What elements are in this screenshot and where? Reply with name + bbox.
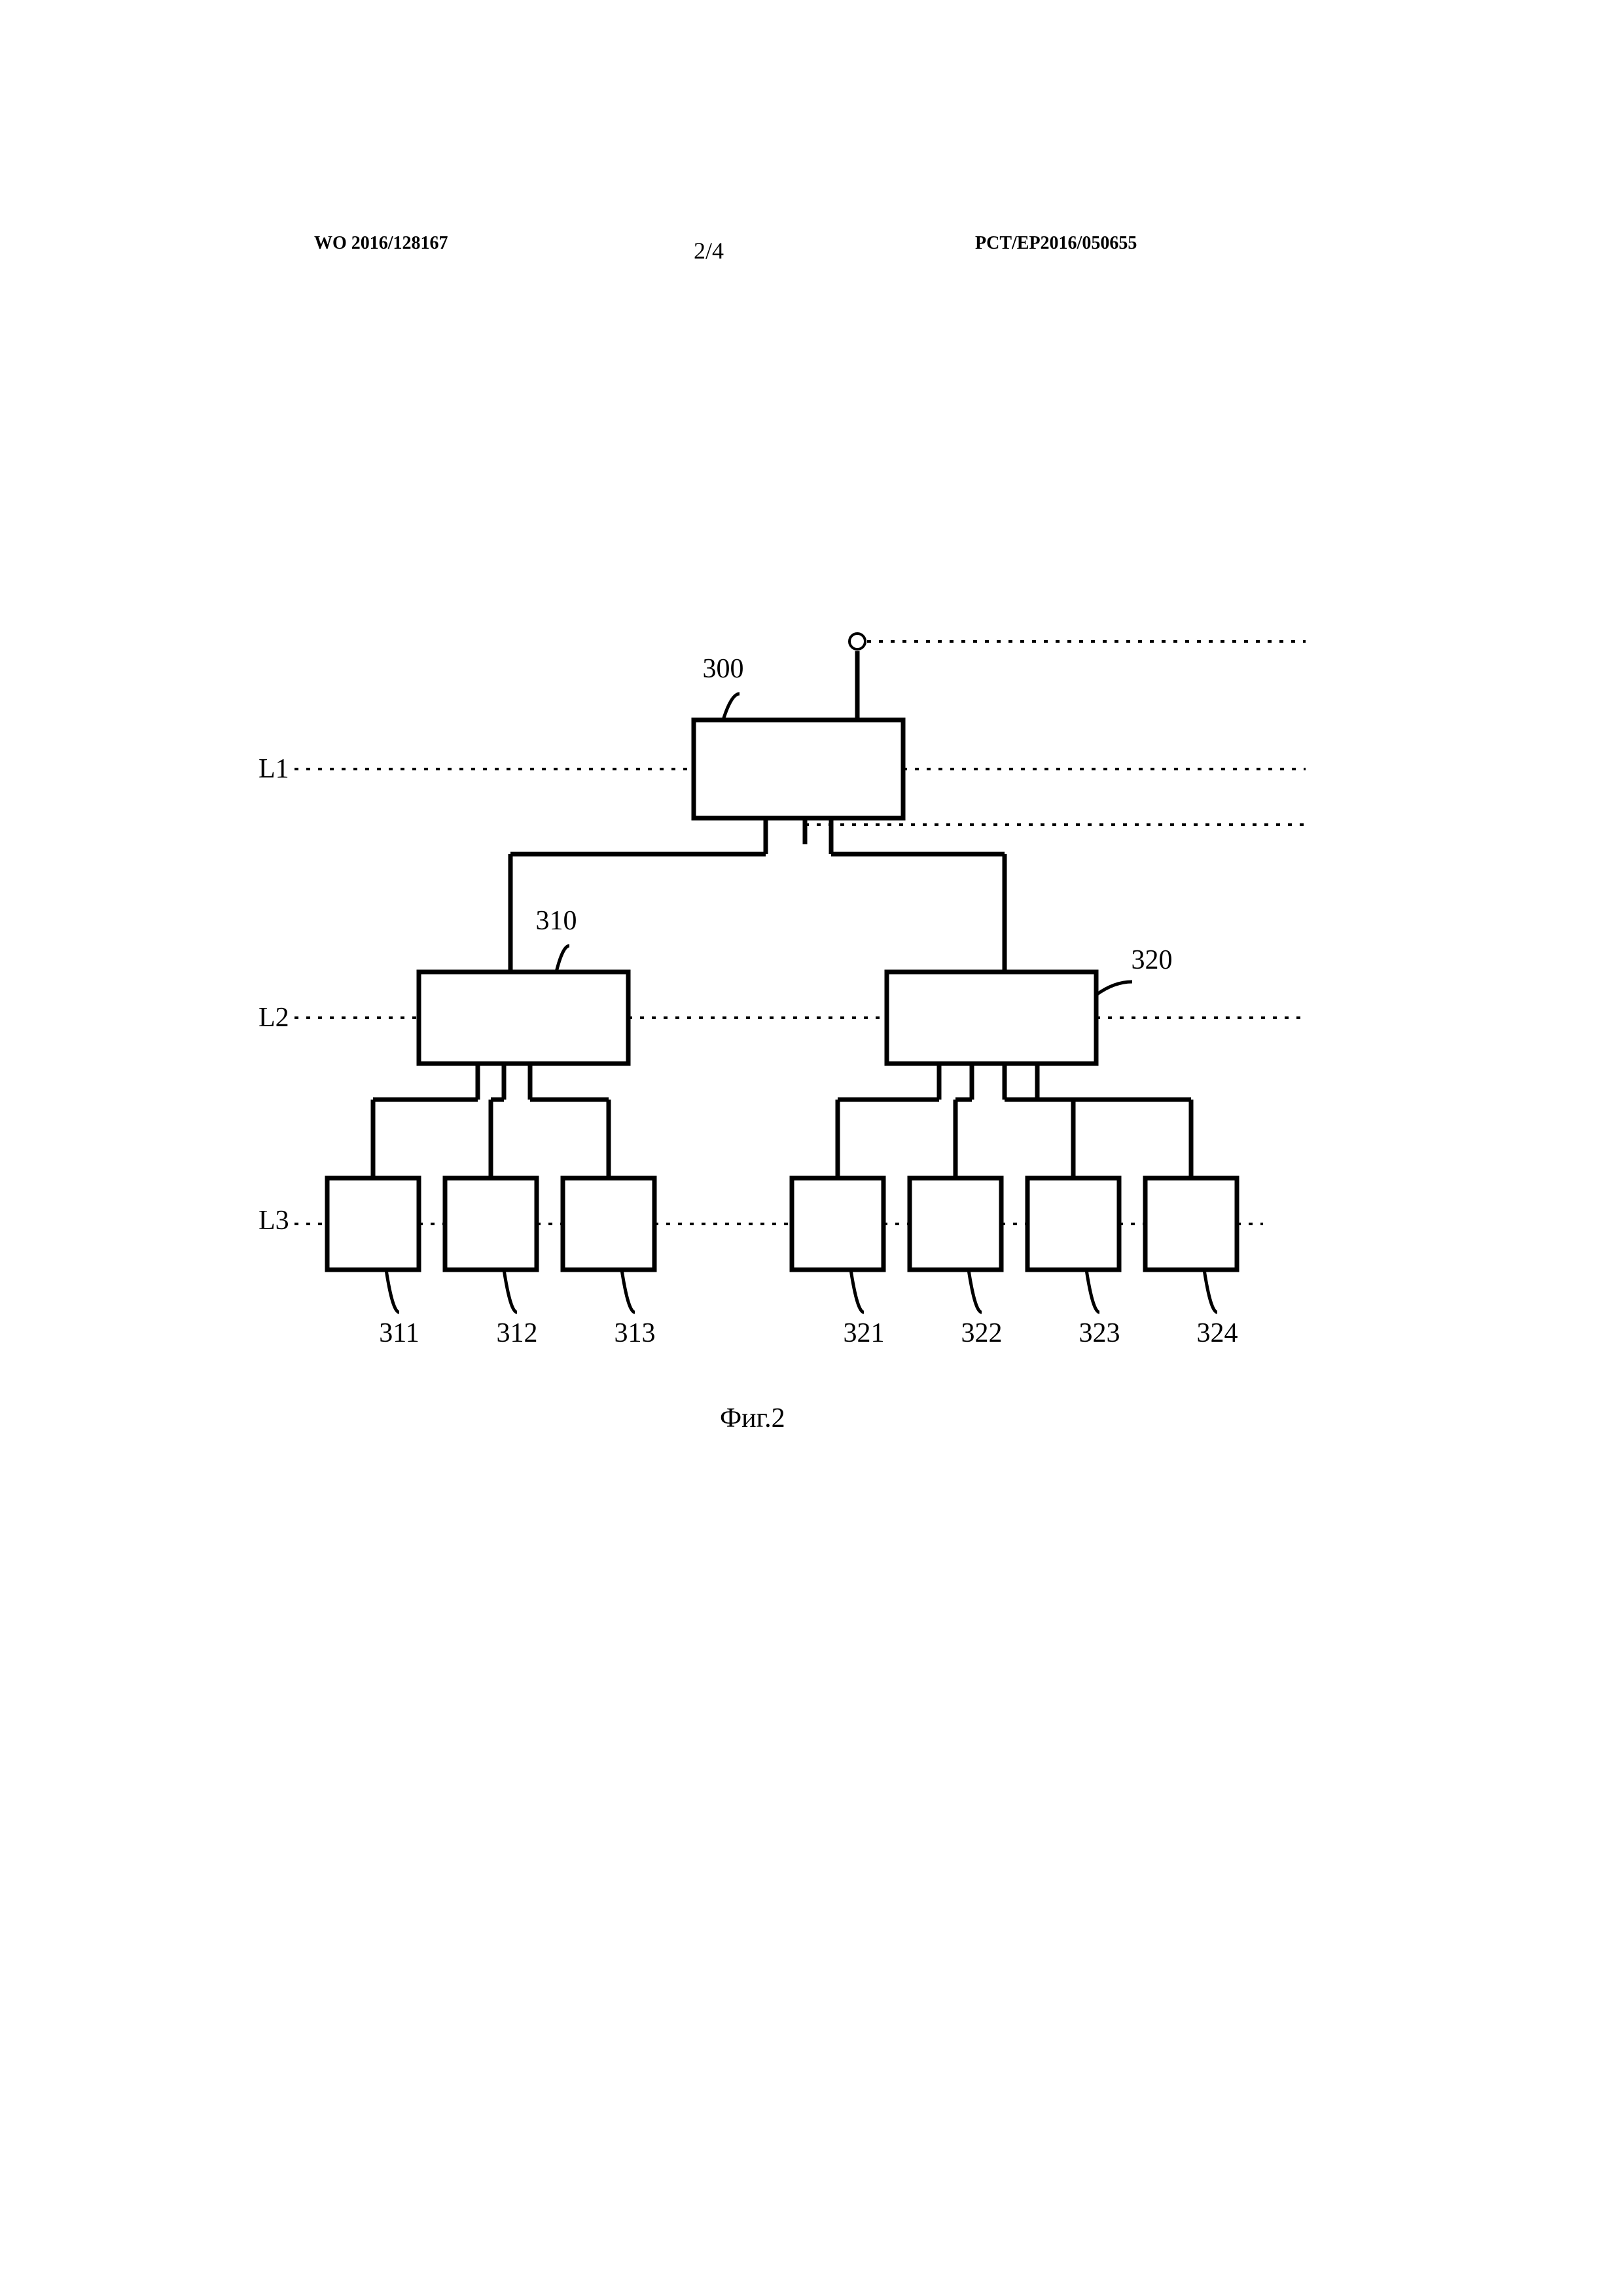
node-n310 <box>419 972 628 1064</box>
header-right: PCT/EP2016/050655 <box>975 233 1137 253</box>
ref-leader <box>1086 1270 1099 1312</box>
node-n323 <box>1027 1178 1119 1270</box>
level-label: L3 <box>259 1206 289 1236</box>
level-label: L1 <box>259 754 289 784</box>
root-terminal-circle <box>849 634 865 649</box>
ref-label: 320 <box>1132 945 1173 975</box>
node-n320 <box>887 972 1096 1064</box>
ref-leader <box>504 1270 517 1312</box>
ref-label: 312 <box>497 1318 538 1348</box>
node-n321 <box>792 1178 883 1270</box>
ref-label: 300 <box>703 654 744 684</box>
ref-leader <box>851 1270 864 1312</box>
node-n313 <box>563 1178 654 1270</box>
ref-leader <box>622 1270 635 1312</box>
ref-label: 311 <box>379 1318 419 1348</box>
ref-leader <box>556 946 569 972</box>
figure-caption: Фиг.2 <box>720 1403 785 1433</box>
ref-leader <box>969 1270 982 1312</box>
ref-label: 324 <box>1197 1318 1238 1348</box>
ref-label: 322 <box>961 1318 1003 1348</box>
ref-label: 321 <box>844 1318 885 1348</box>
level-label: L2 <box>259 1003 289 1033</box>
patent-figure-page: WO 2016/128167 2/4 PCT/EP2016/050655 L1 L2 L3… <box>0 0 1623 2296</box>
ref-leader <box>386 1270 399 1312</box>
ref-leader <box>1204 1270 1217 1312</box>
ref-leader <box>723 694 740 720</box>
ref-leader <box>1096 982 1132 995</box>
ref-label: 310 <box>536 906 577 936</box>
ref-label: 323 <box>1079 1318 1120 1348</box>
ref-label: 313 <box>615 1318 656 1348</box>
header-center: 2/4 <box>694 238 724 264</box>
node-n312 <box>445 1178 537 1270</box>
node-n300 <box>694 720 903 818</box>
node-n324 <box>1145 1178 1237 1270</box>
node-n311 <box>327 1178 419 1270</box>
node-n322 <box>910 1178 1001 1270</box>
header-left: WO 2016/128167 <box>314 233 448 253</box>
